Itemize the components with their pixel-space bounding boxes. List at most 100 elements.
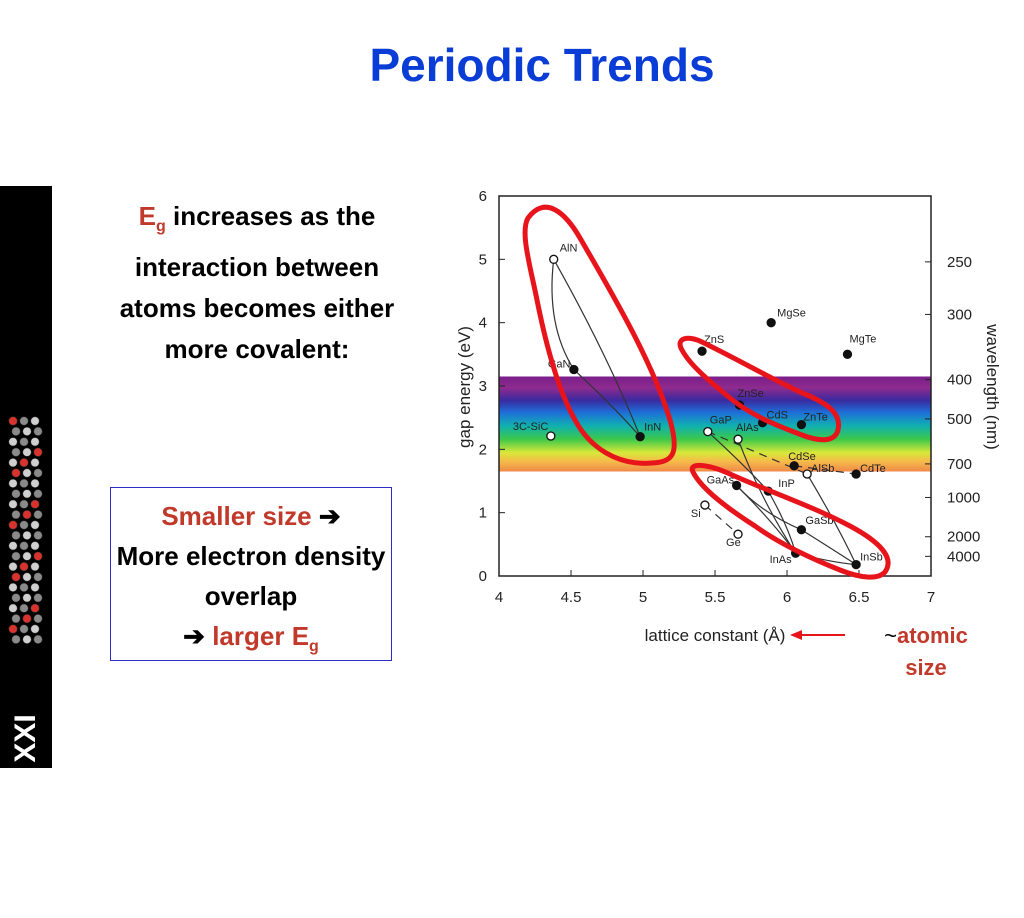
point-label: CdSe — [788, 451, 816, 463]
molecule-atom — [22, 572, 32, 582]
molecule-atom — [11, 572, 21, 582]
point-label: InN — [644, 422, 661, 434]
molecule-atom — [19, 499, 29, 509]
molecule-atom — [8, 582, 18, 592]
molecule-atom — [19, 562, 29, 572]
molecule-atom — [8, 458, 18, 468]
molecule-atom — [11, 551, 21, 561]
molecule-atom — [33, 593, 43, 603]
point-label: GaP — [710, 415, 732, 427]
molecule-atom — [30, 458, 40, 468]
point-label: InAs — [770, 554, 793, 566]
molecule-atom — [11, 489, 21, 499]
x-axis-label: lattice constant (Å) — [645, 626, 786, 645]
molecule-atom — [19, 437, 29, 447]
molecule-atom — [30, 624, 40, 634]
molecule-atom — [30, 416, 40, 426]
point-label: ZnSe — [737, 388, 763, 400]
point-label: CdTe — [860, 463, 886, 475]
data-point-cdse — [789, 461, 799, 471]
point-label: Si — [691, 508, 701, 520]
data-point-insb — [851, 559, 861, 570]
molecule-atom — [8, 520, 18, 530]
molecule-atom — [30, 562, 40, 572]
x-tick-label: 5 — [639, 589, 647, 606]
data-point-zns — [697, 346, 707, 356]
x-tick-label: 6 — [783, 589, 791, 606]
molecule-atom — [22, 530, 32, 540]
data-point-gan — [569, 364, 579, 375]
point-label: AlN — [560, 242, 578, 254]
data-point-alas — [733, 434, 743, 444]
molecule-atom — [33, 468, 43, 478]
molecule-atom — [30, 520, 40, 530]
page-title: Periodic Trends — [369, 39, 715, 91]
x-tick-label: 6.5 — [849, 589, 870, 606]
point-label: AlAs — [736, 422, 759, 434]
y2-tick-label: 2000 — [947, 529, 980, 546]
data-point-alsb — [802, 469, 812, 479]
point-label: Ge — [726, 537, 741, 549]
molecule-atom — [8, 624, 18, 634]
molecule-atom — [19, 541, 29, 551]
point-label: InP — [778, 478, 795, 490]
rule-line-2: More electron density overlap — [116, 541, 386, 611]
atomic-size-note: ~atomic size — [884, 623, 968, 680]
point-label: GaSb — [805, 515, 833, 527]
nitride-loop — [522, 204, 677, 466]
intro-body: increases as the interaction between ato… — [119, 201, 395, 365]
molecule-atom — [11, 530, 21, 540]
eg-symbol: Eg — [138, 201, 166, 236]
molecule-atom — [19, 458, 29, 468]
y-tick-label: 1 — [479, 505, 487, 522]
data-point-gaas — [731, 480, 742, 491]
molecule-atom — [8, 437, 18, 447]
molecule-atom — [33, 551, 43, 561]
molecule-atom — [22, 551, 32, 561]
molecule-atom — [19, 520, 29, 530]
molecule-atom — [11, 447, 21, 457]
alloy-dashed-line — [794, 465, 857, 475]
sidebar-label: Chemistry XXI — [9, 714, 42, 918]
x-tick-label: 5.5 — [705, 589, 726, 606]
x-tick-label: 4 — [495, 589, 503, 606]
molecule-atom — [33, 530, 43, 540]
point-label: CdS — [767, 410, 788, 422]
molecule-atom — [30, 437, 40, 447]
data-point-inn — [635, 432, 645, 442]
y-tick-label: 0 — [479, 568, 487, 585]
x-tick-label: 7 — [927, 589, 935, 606]
molecule-atom — [19, 624, 29, 634]
point-label: MgSe — [777, 308, 806, 320]
molecule-atom — [22, 614, 32, 624]
ii-vi-loop — [677, 335, 842, 443]
molecule-atom — [8, 603, 18, 613]
molecule-atom — [33, 426, 43, 436]
molecule-atom — [30, 582, 40, 592]
x-tick-label: 4.5 — [561, 589, 582, 606]
y2-tick-label: 1000 — [947, 489, 980, 506]
point-label: InSb — [860, 552, 883, 564]
data-point-ge — [733, 529, 743, 539]
molecule-atom — [22, 593, 32, 603]
data-point-gap — [703, 426, 713, 437]
molecule-atom — [33, 447, 43, 457]
molecule-atom — [8, 562, 18, 572]
molecule-atom — [33, 489, 43, 499]
molecule-atom — [33, 510, 43, 520]
molecule-atom — [8, 541, 18, 551]
alloy-curve — [736, 485, 802, 531]
molecule-atom — [8, 416, 18, 426]
data-point-znte — [796, 419, 807, 430]
alloy-curve — [553, 259, 641, 437]
molecule-atom — [11, 468, 21, 478]
point-label: GaAs — [707, 474, 735, 486]
molecule-atom — [30, 499, 40, 509]
y2-axis-label: wavelength (nm) — [983, 323, 1002, 450]
molecule-atom — [11, 634, 21, 644]
molecule-atom — [8, 478, 18, 488]
molecule-atom — [11, 426, 21, 436]
molecule-atom — [19, 416, 29, 426]
point-label: 3C-SiC — [513, 421, 549, 433]
y2-tick-label: 400 — [947, 372, 972, 389]
